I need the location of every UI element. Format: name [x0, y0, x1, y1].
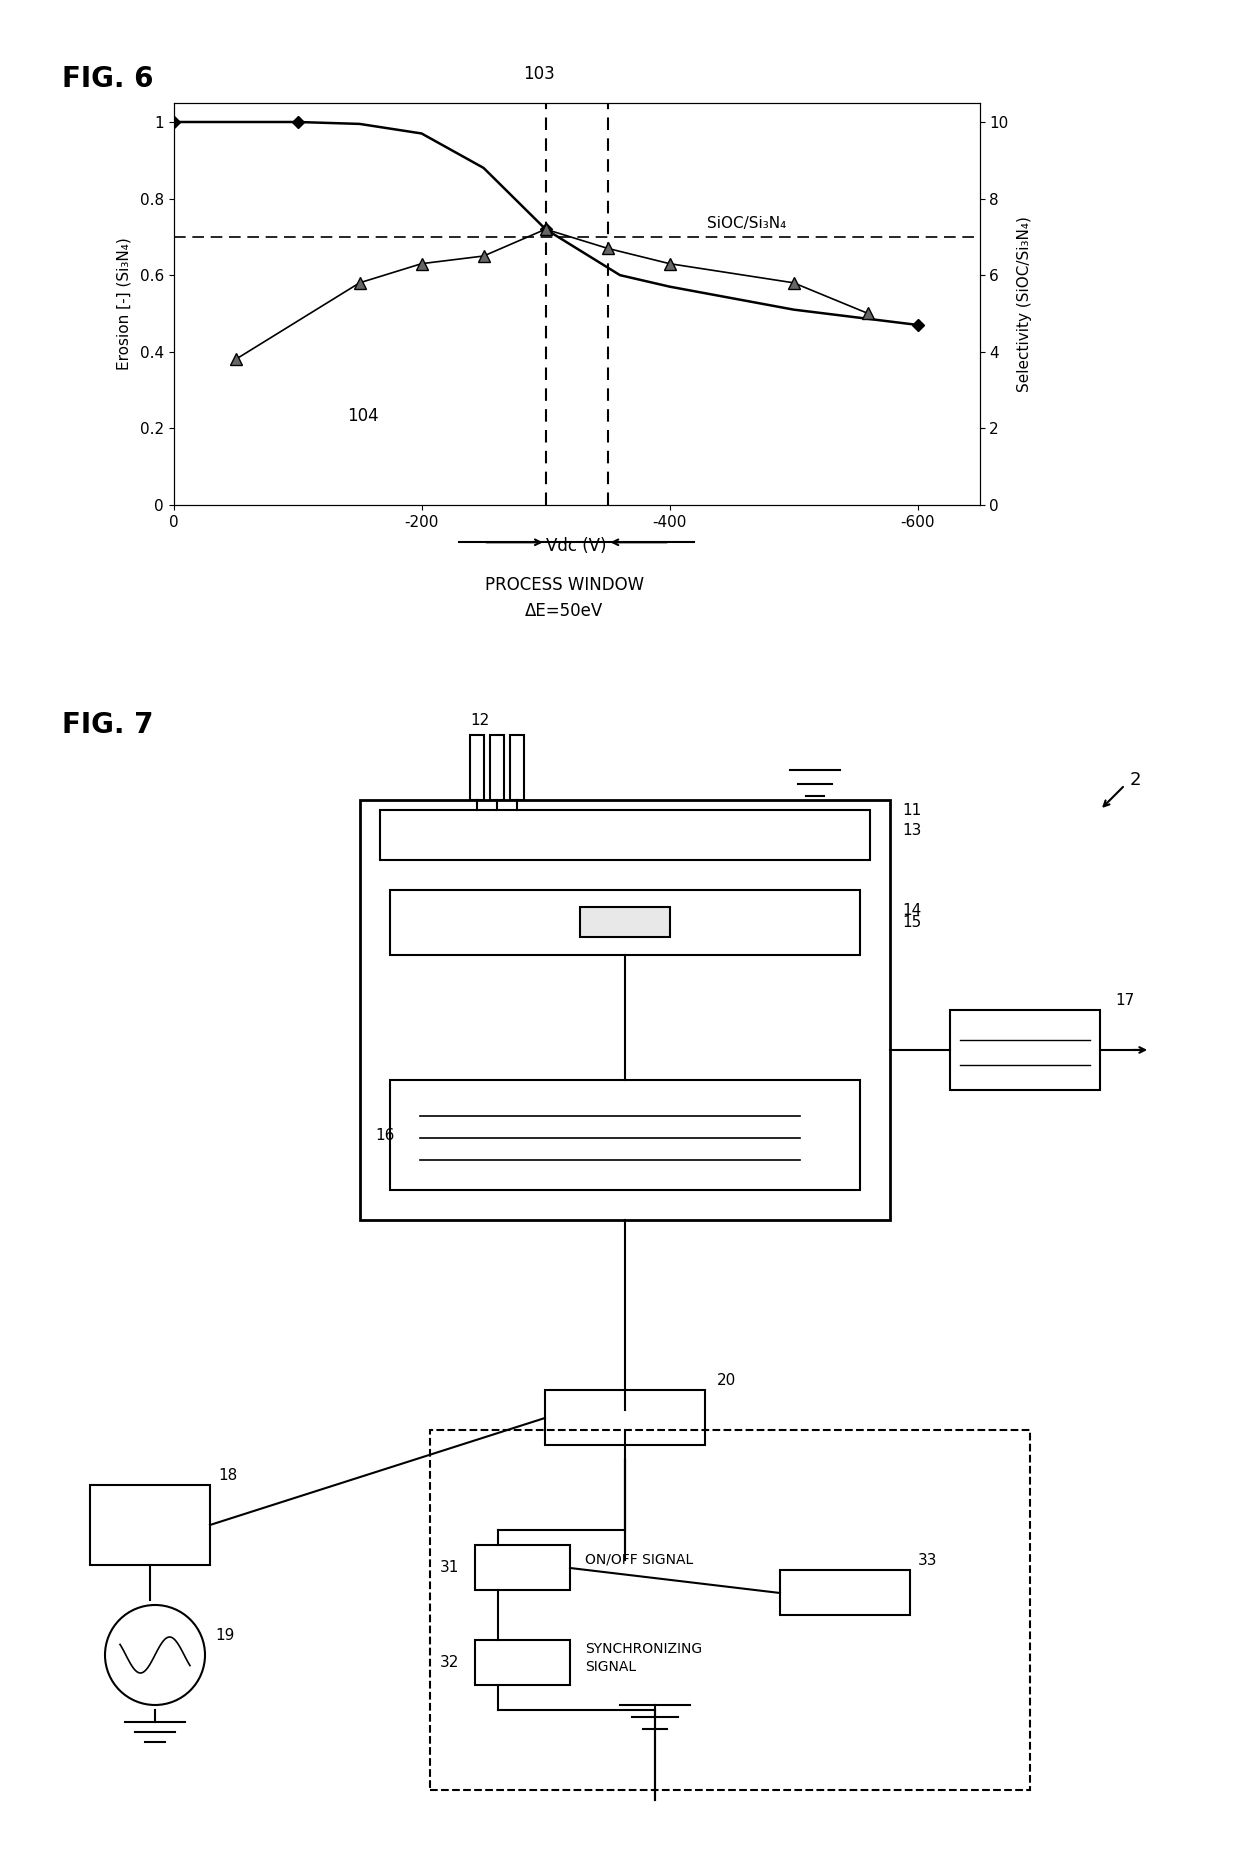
Text: 11: 11 [901, 802, 921, 817]
Bar [470, 735, 484, 800]
Bar [430, 1431, 1030, 1790]
Text: FIG. 7: FIG. 7 [62, 711, 154, 739]
Text: 12: 12 [470, 712, 490, 727]
Text: ON/OFF SIGNAL: ON/OFF SIGNAL [585, 1552, 693, 1567]
Text: 13: 13 [901, 823, 921, 838]
Bar [475, 1640, 570, 1685]
Bar [490, 735, 503, 800]
Bar [780, 1571, 910, 1616]
Text: 17: 17 [1115, 993, 1135, 1008]
Text: PROCESS WINDOW: PROCESS WINDOW [485, 576, 644, 595]
Bar [360, 800, 890, 1219]
Text: ΔE=50eV: ΔE=50eV [525, 602, 604, 621]
Bar [379, 810, 870, 860]
Text: 33: 33 [918, 1552, 937, 1567]
Text: 14: 14 [901, 903, 921, 918]
Text: 32: 32 [440, 1655, 459, 1670]
Y-axis label: Selectivity (SiOC/Si₃N₄): Selectivity (SiOC/Si₃N₄) [1017, 215, 1032, 393]
Bar [391, 1081, 861, 1189]
Text: 20: 20 [717, 1373, 737, 1388]
Text: SiOC/Si₃N₄: SiOC/Si₃N₄ [707, 217, 786, 232]
Text: FIG. 6: FIG. 6 [62, 65, 154, 94]
Text: SYNCHRONIZING
SIGNAL: SYNCHRONIZING SIGNAL [585, 1642, 702, 1674]
Bar [580, 907, 670, 937]
Text: 104: 104 [347, 408, 379, 424]
Text: 31: 31 [440, 1560, 459, 1576]
Text: 15: 15 [901, 914, 921, 929]
Bar [546, 1389, 706, 1446]
Text: 103: 103 [523, 65, 556, 82]
Text: 19: 19 [215, 1629, 234, 1644]
Bar [510, 735, 525, 800]
Text: 18: 18 [218, 1468, 237, 1483]
X-axis label: Vdc (V): Vdc (V) [547, 537, 606, 555]
Bar [950, 1010, 1100, 1090]
Y-axis label: Erosion [-] (Si₃N₄): Erosion [-] (Si₃N₄) [117, 237, 131, 370]
Text: 16: 16 [374, 1128, 394, 1143]
Bar [475, 1545, 570, 1590]
Text: 2: 2 [1130, 770, 1142, 789]
Bar [91, 1485, 210, 1565]
Bar [391, 890, 861, 956]
